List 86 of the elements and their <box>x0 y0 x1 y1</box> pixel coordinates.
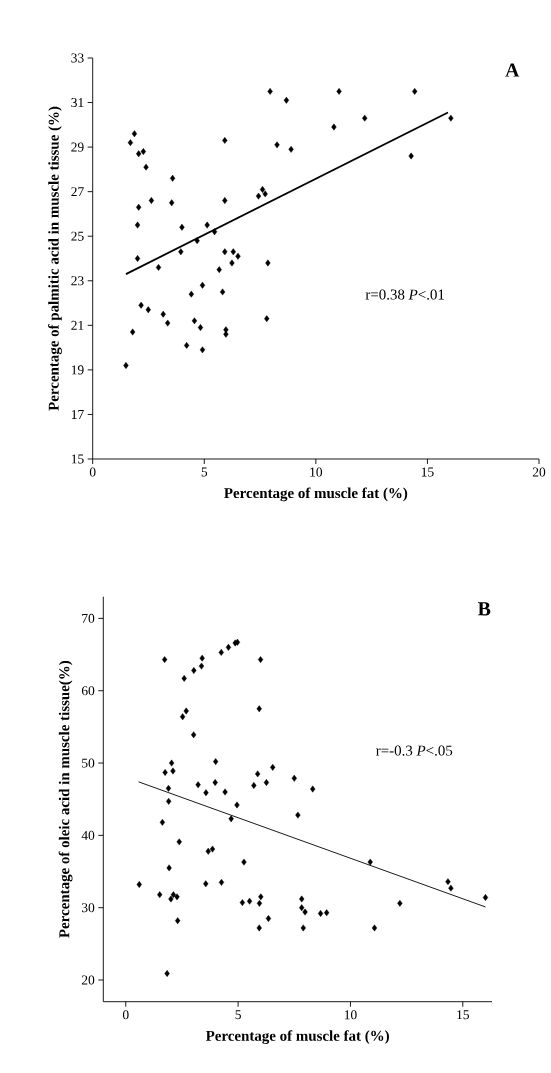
x-tick-label: 20 <box>532 467 546 477</box>
point <box>194 237 200 245</box>
point <box>230 248 236 256</box>
y-tick-label: 70 <box>82 613 95 623</box>
point <box>169 199 175 207</box>
x-tick-label: 10 <box>310 467 323 477</box>
point <box>274 141 280 149</box>
point <box>138 301 144 309</box>
point <box>136 150 142 158</box>
point <box>123 362 129 369</box>
x-axis-title: Percentage of muscle fat (%) <box>224 487 408 502</box>
point <box>136 203 142 211</box>
point <box>140 148 146 155</box>
point <box>134 221 141 229</box>
point <box>199 346 206 354</box>
point <box>155 264 162 271</box>
point <box>265 259 271 267</box>
point <box>408 152 414 160</box>
point <box>222 137 228 144</box>
point <box>235 252 241 260</box>
point <box>336 88 342 95</box>
point <box>229 259 235 267</box>
point <box>448 114 454 122</box>
y-tick-label: 50 <box>82 758 95 768</box>
y-tick-label: 21 <box>71 320 84 330</box>
annotation: r=-0.3 P<.05 <box>376 745 453 756</box>
point <box>222 197 228 204</box>
y-tick-label: 60 <box>81 686 95 696</box>
y-tick-label: 27 <box>71 187 84 197</box>
point <box>148 197 154 204</box>
point <box>255 192 262 200</box>
x-tick-label: 10 <box>344 1010 357 1020</box>
point <box>134 255 141 262</box>
point <box>199 281 206 289</box>
y-tick-label: 20 <box>81 975 95 985</box>
y-tick-label: 17 <box>71 410 84 419</box>
y-axis-title: Percentage of oleic acid in muscle tissue(%) <box>58 660 73 938</box>
point <box>179 223 185 231</box>
point <box>259 186 266 193</box>
point <box>362 114 368 122</box>
point <box>216 266 222 274</box>
y-tick-label: 29 <box>71 142 84 152</box>
point <box>143 163 149 171</box>
y-tick-label: 23 <box>71 276 84 286</box>
point <box>211 228 218 236</box>
point <box>219 288 226 296</box>
y-tick-label: 31 <box>71 98 84 108</box>
x-tick-label: 5 <box>235 1010 241 1020</box>
chart-title: A <box>505 63 520 77</box>
x-tick-label: 0 <box>122 1010 129 1020</box>
y-tick-label: 19 <box>71 365 84 375</box>
y-tick-label: 15 <box>71 454 84 464</box>
point <box>222 248 228 256</box>
x-tick-label: 0 <box>89 467 96 477</box>
x-tick-label: 5 <box>201 467 208 477</box>
point <box>204 221 210 229</box>
chart-title: B <box>477 602 491 616</box>
point <box>169 174 176 182</box>
point <box>165 319 171 327</box>
annotation: r=0.38 P<.01 <box>365 289 444 300</box>
point <box>145 306 151 314</box>
y-tick-label: 40 <box>81 830 95 840</box>
point <box>160 310 166 318</box>
point <box>264 315 270 323</box>
y-tick-label: 30 <box>81 903 95 913</box>
point <box>267 88 273 95</box>
x-tick-label: 15 <box>421 467 434 477</box>
x-axis-title: Percentage of muscle fat (%) <box>205 1030 389 1044</box>
point <box>331 123 337 131</box>
point <box>131 130 138 138</box>
point <box>288 145 294 153</box>
point <box>184 341 190 349</box>
point <box>191 317 198 325</box>
point <box>130 328 136 336</box>
y-tick-label: 33 <box>71 53 84 63</box>
point <box>283 96 289 104</box>
point <box>188 290 194 298</box>
point <box>412 88 418 95</box>
x-tick-label: 15 <box>457 1010 469 1020</box>
point <box>197 324 204 331</box>
point <box>262 190 268 198</box>
point <box>127 139 134 147</box>
point <box>178 248 184 256</box>
y-axis-title: Percentage of palmitic acid in muscle tissue (%) <box>48 106 62 411</box>
y-tick-label: 25 <box>71 231 84 241</box>
point <box>223 330 229 338</box>
